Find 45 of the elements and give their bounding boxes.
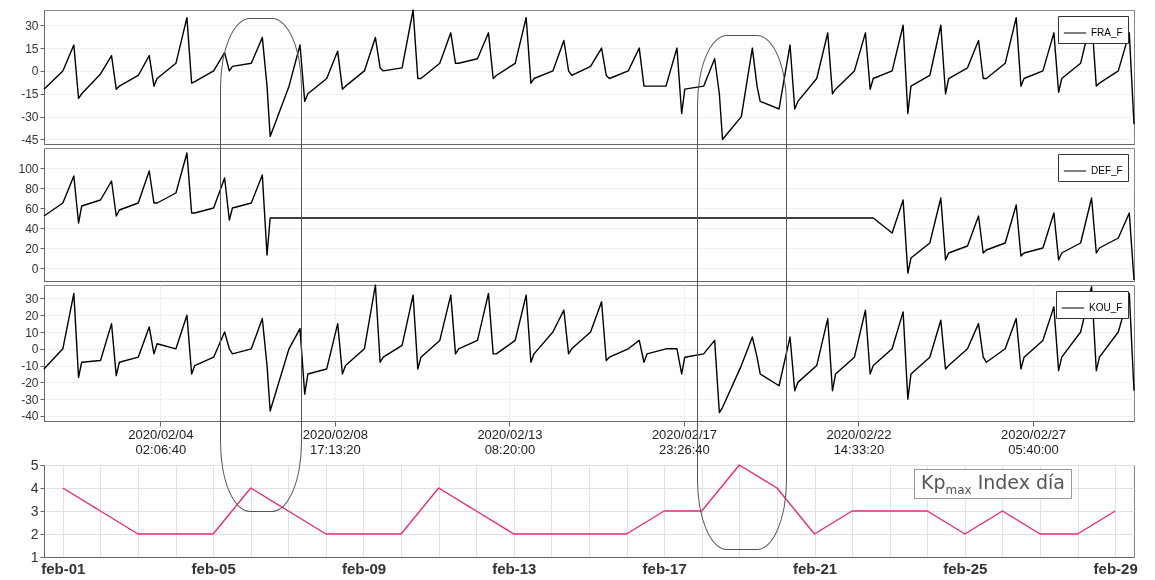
y-tick-label: -40 bbox=[21, 409, 39, 424]
x-tick-label: feb-09 bbox=[341, 559, 387, 577]
y-tick-label: -30 bbox=[21, 392, 39, 407]
y-tick-label: 100 bbox=[18, 161, 39, 176]
y-tick-label: 80 bbox=[25, 181, 39, 196]
legend-label: FRA_F bbox=[1091, 27, 1123, 38]
x-tick-label: 2020/02/04 02:06:40 bbox=[128, 426, 194, 457]
x-tick-label: feb-01 bbox=[41, 559, 86, 577]
line-series bbox=[62, 464, 1116, 535]
y-tick-label: -20 bbox=[21, 375, 39, 390]
y-tick-label: 10 bbox=[25, 325, 39, 340]
x-tick-label: feb-29 bbox=[1093, 559, 1138, 577]
y-tick-label: 30 bbox=[25, 291, 39, 306]
y-tick-label: 20 bbox=[25, 241, 39, 256]
y-tick-label: 60 bbox=[25, 201, 39, 216]
line-series bbox=[43, 152, 1135, 281]
y-tick-label: 40 bbox=[25, 221, 39, 236]
legend-label: KOU_F bbox=[1089, 302, 1123, 313]
y-tick-label: 0 bbox=[31, 342, 39, 357]
x-tick-label: feb-17 bbox=[642, 559, 687, 577]
y-tick-label: 20 bbox=[25, 308, 39, 323]
x-tick-label: feb-05 bbox=[191, 559, 236, 577]
y-tick-label: 1 bbox=[30, 548, 39, 565]
y-tick-label: 5 bbox=[30, 456, 39, 473]
y-tick-label: -30 bbox=[21, 110, 39, 125]
x-tick-label: feb-25 bbox=[943, 559, 988, 577]
y-tick-label: 2 bbox=[30, 525, 39, 542]
line-series bbox=[43, 9, 1135, 141]
y-tick-label: -45 bbox=[21, 132, 39, 147]
x-tick-label: feb-21 bbox=[792, 559, 838, 577]
x-tick-label: feb-13 bbox=[492, 559, 537, 577]
x-tick-label: 2020/02/22 14:33:20 bbox=[826, 426, 892, 457]
x-tick-label: 2020/02/08 17:13:20 bbox=[302, 426, 368, 457]
y-tick-label: 15 bbox=[25, 41, 39, 56]
x-tick-label: 2020/02/13 08:20:00 bbox=[477, 426, 543, 457]
legend-label: DEF_F bbox=[1091, 165, 1123, 176]
y-tick-label: 3 bbox=[30, 502, 39, 519]
y-tick-label: -10 bbox=[21, 359, 39, 374]
annotation: Kp$_{max}$ Index día bbox=[913, 469, 1072, 499]
x-tick-label: 2020/02/27 05:40:00 bbox=[1000, 426, 1066, 457]
y-tick-label: 0 bbox=[31, 64, 39, 79]
y-tick-label: 30 bbox=[25, 18, 39, 33]
y-tick-label: 4 bbox=[30, 479, 39, 496]
y-tick-label: 0 bbox=[31, 261, 39, 276]
y-tick-label: -15 bbox=[21, 87, 39, 102]
